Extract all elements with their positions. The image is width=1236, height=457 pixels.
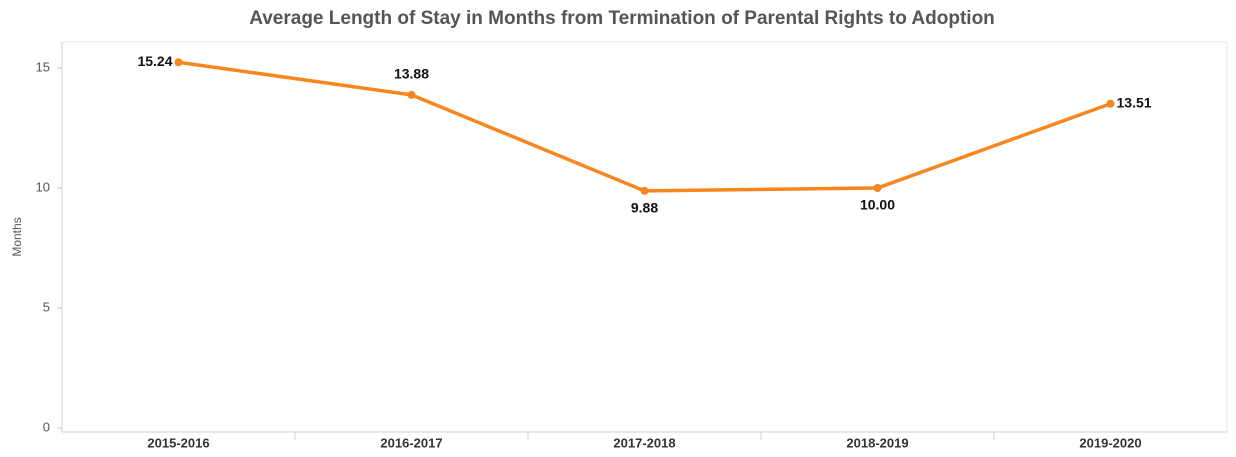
x-tick-label: 2019-2020	[1079, 435, 1141, 450]
data-label: 15.24	[137, 53, 172, 69]
y-tick-label: 5	[43, 299, 50, 314]
y-tick-label: 15	[36, 59, 50, 74]
data-label: 10.00	[860, 197, 895, 213]
data-point	[174, 58, 183, 67]
data-label: 9.88	[631, 200, 658, 216]
x-tick-label: 2016-2017	[380, 435, 442, 450]
data-point	[407, 90, 416, 99]
x-tick-label: 2018-2019	[846, 435, 908, 450]
data-point	[640, 186, 649, 195]
y-axis-label: Months	[10, 217, 24, 256]
data-label: 13.88	[394, 66, 429, 82]
series-line	[178, 60, 1112, 193]
y-tick-label: 0	[43, 419, 50, 434]
chart-title: Average Length of Stay in Months from Te…	[249, 8, 995, 29]
data-point	[1106, 99, 1115, 108]
data-point	[873, 184, 882, 192]
data-label: 13.51	[1117, 94, 1152, 110]
y-tick-label: 10	[36, 179, 50, 194]
x-tick-label: 2017-2018	[613, 435, 675, 450]
x-tick-label: 2015-2016	[147, 435, 209, 450]
